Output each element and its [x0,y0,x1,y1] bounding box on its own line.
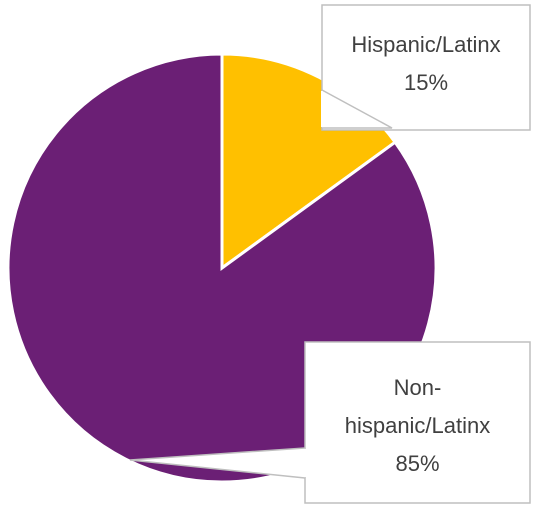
data-label-value: 15% [404,70,448,95]
data-label-hispanic-latinx: Hispanic/Latinx 15% [321,4,531,131]
data-label-non-hispanic-latinx: Non-hispanic/Latinx 85% [129,341,531,504]
callout-pointer [129,447,306,479]
callout-pointer [321,89,393,129]
data-label-value: 85% [395,451,439,476]
data-label-category: Hispanic/Latinx [351,32,500,57]
data-label-category: hispanic/Latinx [345,413,491,438]
data-label-callouts: Hispanic/Latinx 15% Non-hispanic/Latinx 85% [129,4,531,504]
data-label-category: Non- [394,375,442,400]
callout-box [304,341,531,504]
